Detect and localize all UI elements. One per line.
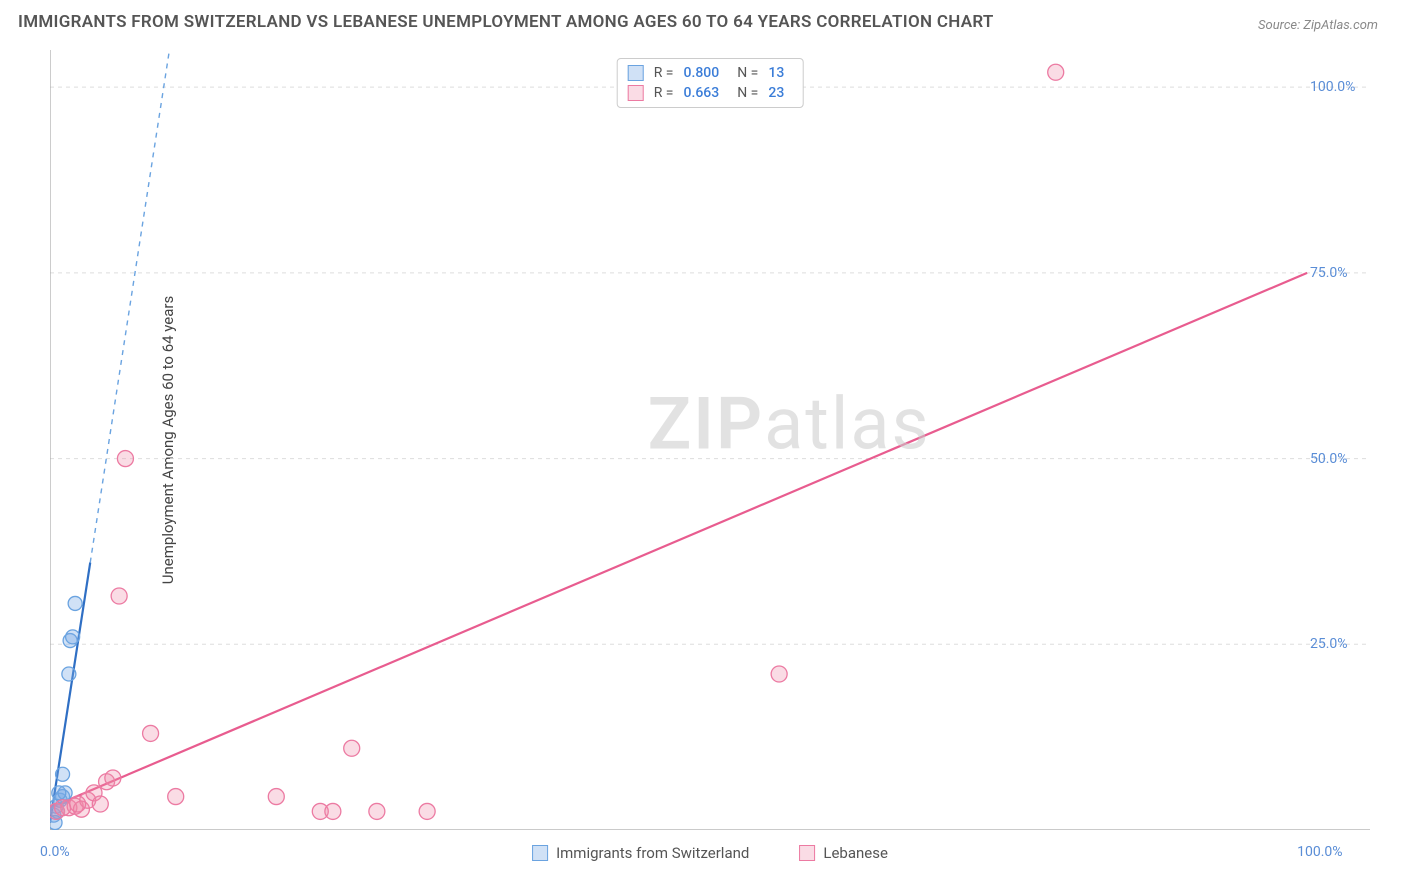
swatch-switzerland-icon [532, 845, 548, 861]
chart-title: IMMIGRANTS FROM SWITZERLAND VS LEBANESE … [18, 12, 994, 32]
r-label: R = [654, 65, 674, 81]
chart-area: Unemployment Among Ages 60 to 64 years Z… [50, 50, 1370, 830]
source-attribution: Source: ZipAtlas.com [1258, 18, 1378, 33]
y-tick-label: 25.0% [1310, 636, 1372, 652]
r-value-lebanese: 0.663 [684, 85, 720, 101]
swatch-lebanese [628, 85, 644, 101]
legend-item-switzerland: Immigrants from Switzerland [532, 844, 749, 862]
x-tick-label: 100.0% [1297, 844, 1342, 860]
legend-label-lebanese: Lebanese [823, 844, 888, 862]
y-tick-label: 100.0% [1310, 79, 1372, 95]
n-value-lebanese: 23 [768, 85, 784, 101]
x-tick-label: 0.0% [40, 844, 70, 860]
y-tick-label: 50.0% [1310, 451, 1372, 467]
r-label: R = [654, 85, 674, 101]
swatch-switzerland [628, 65, 644, 81]
legend-item-lebanese: Lebanese [799, 844, 888, 862]
scatter-plot-svg [50, 50, 1370, 830]
legend-row-lebanese: R = 0.663 N = 23 [628, 83, 793, 103]
legend-label-switzerland: Immigrants from Switzerland [556, 844, 749, 862]
swatch-lebanese-icon [799, 845, 815, 861]
y-tick-label: 75.0% [1310, 265, 1372, 281]
r-value-switzerland: 0.800 [684, 65, 720, 81]
n-label: N = [737, 65, 758, 81]
legend-row-switzerland: R = 0.800 N = 13 [628, 63, 793, 83]
correlation-legend: R = 0.800 N = 13 R = 0.663 N = 23 [617, 58, 804, 108]
n-label: N = [737, 85, 758, 101]
series-legend: Immigrants from Switzerland Lebanese [532, 844, 888, 862]
n-value-switzerland: 13 [768, 65, 784, 81]
